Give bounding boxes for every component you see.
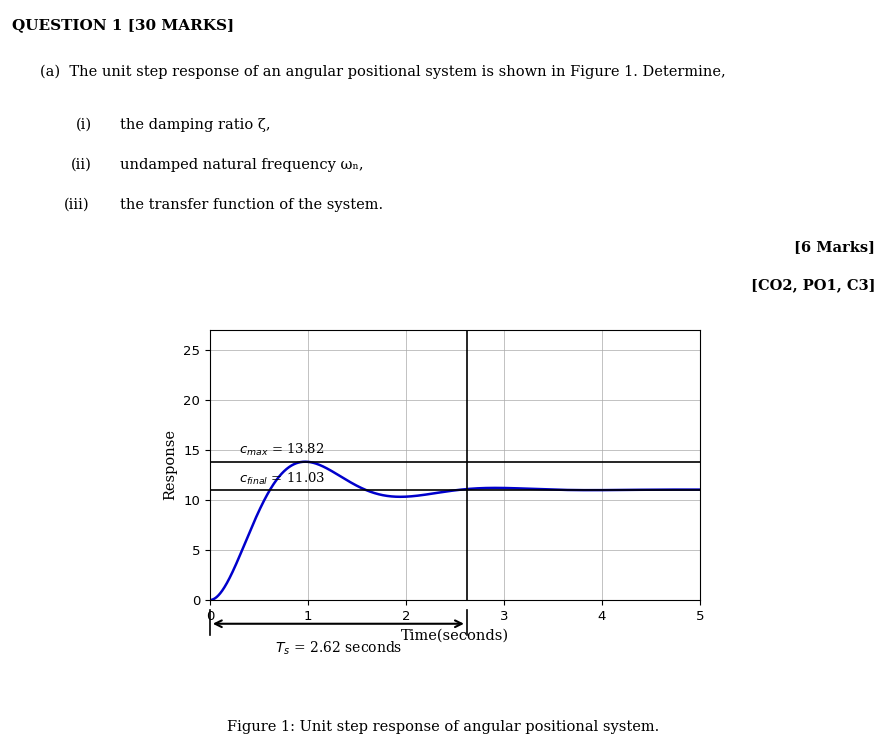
- Text: (a)  The unit step response of an angular positional system is shown in Figure 1: (a) The unit step response of an angular…: [40, 65, 725, 79]
- Text: the transfer function of the system.: the transfer function of the system.: [120, 198, 383, 212]
- Text: $T_s$ = 2.62 seconds: $T_s$ = 2.62 seconds: [275, 639, 401, 657]
- Text: QUESTION 1 [30 MARKS]: QUESTION 1 [30 MARKS]: [12, 18, 233, 32]
- Text: the damping ratio ζ,: the damping ratio ζ,: [120, 118, 270, 132]
- Text: (i): (i): [75, 118, 91, 132]
- Text: (ii): (ii): [71, 158, 92, 172]
- Text: (iii): (iii): [64, 198, 89, 212]
- Text: undamped natural frequency ωₙ,: undamped natural frequency ωₙ,: [120, 158, 363, 172]
- X-axis label: Time(seconds): Time(seconds): [400, 628, 509, 642]
- Text: [CO2, PO1, C3]: [CO2, PO1, C3]: [750, 278, 874, 292]
- Y-axis label: Response: Response: [164, 430, 177, 500]
- Text: $c_{final}$ = 11.03: $c_{final}$ = 11.03: [239, 471, 325, 487]
- Text: $c_{max}$ = 13.82: $c_{max}$ = 13.82: [239, 441, 324, 458]
- Text: Figure 1: Unit step response of angular positional system.: Figure 1: Unit step response of angular …: [227, 720, 659, 734]
- Text: [6 Marks]: [6 Marks]: [794, 240, 874, 254]
